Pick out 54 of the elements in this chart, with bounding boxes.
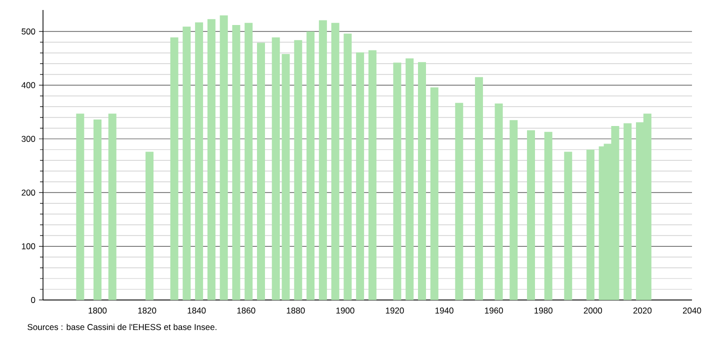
bar: [272, 37, 280, 300]
bar: [244, 22, 253, 300]
bar: [318, 20, 327, 300]
bar: [344, 34, 352, 300]
bar: [586, 150, 594, 300]
y-tick-label: 500: [22, 28, 36, 34]
bar: [76, 114, 84, 300]
y-tick-label: 100: [22, 243, 36, 250]
bar: [256, 42, 265, 300]
bar: [356, 52, 364, 300]
x-tick-label: 1900: [336, 308, 354, 314]
bar: [182, 26, 191, 300]
bar: [430, 87, 438, 300]
bar: [94, 120, 102, 300]
source-note: Sources : base Cassini de l'EHESS et base Insee.: [28, 324, 216, 330]
bar: [455, 102, 464, 300]
bar: [406, 58, 414, 300]
bar: [474, 77, 483, 300]
x-tick-label: 2000: [584, 308, 602, 314]
bar: [510, 120, 518, 300]
y-tick-label: 200: [22, 190, 36, 196]
y-tick-label: 300: [22, 136, 36, 142]
bar: [331, 22, 340, 300]
bar: [108, 114, 116, 300]
bar: [146, 152, 154, 300]
x-tick-label: 1880: [286, 308, 305, 314]
bar: [564, 152, 572, 300]
x-tick-label: 1920: [386, 308, 404, 314]
bar: [368, 50, 376, 300]
bar: [494, 103, 503, 300]
y-tick-label: 400: [21, 82, 36, 88]
x-tick-label: 1820: [138, 308, 156, 314]
x-tick-label: 1960: [485, 308, 503, 314]
bar: [624, 123, 632, 300]
bar: [294, 40, 302, 300]
bar: [220, 15, 228, 300]
x-tick-label: 2040: [682, 308, 702, 314]
x-tick-label: 1840: [188, 308, 206, 314]
x-tick-label: 1980: [534, 308, 552, 314]
bar: [393, 62, 402, 300]
bar: [195, 22, 204, 300]
x-tick-label: 1940: [435, 308, 454, 314]
bar: [526, 130, 535, 300]
bar: [170, 37, 178, 300]
bar: [306, 31, 315, 300]
bar: [544, 132, 552, 300]
x-tick-label: 2020: [633, 308, 652, 314]
bar: [207, 19, 216, 300]
x-tick-label: 1860: [237, 308, 256, 314]
bar: [282, 54, 290, 300]
y-tick-label: 0: [31, 296, 36, 303]
x-tick-label: 1800: [88, 308, 107, 314]
bar: [418, 62, 426, 300]
bar: [232, 25, 240, 300]
